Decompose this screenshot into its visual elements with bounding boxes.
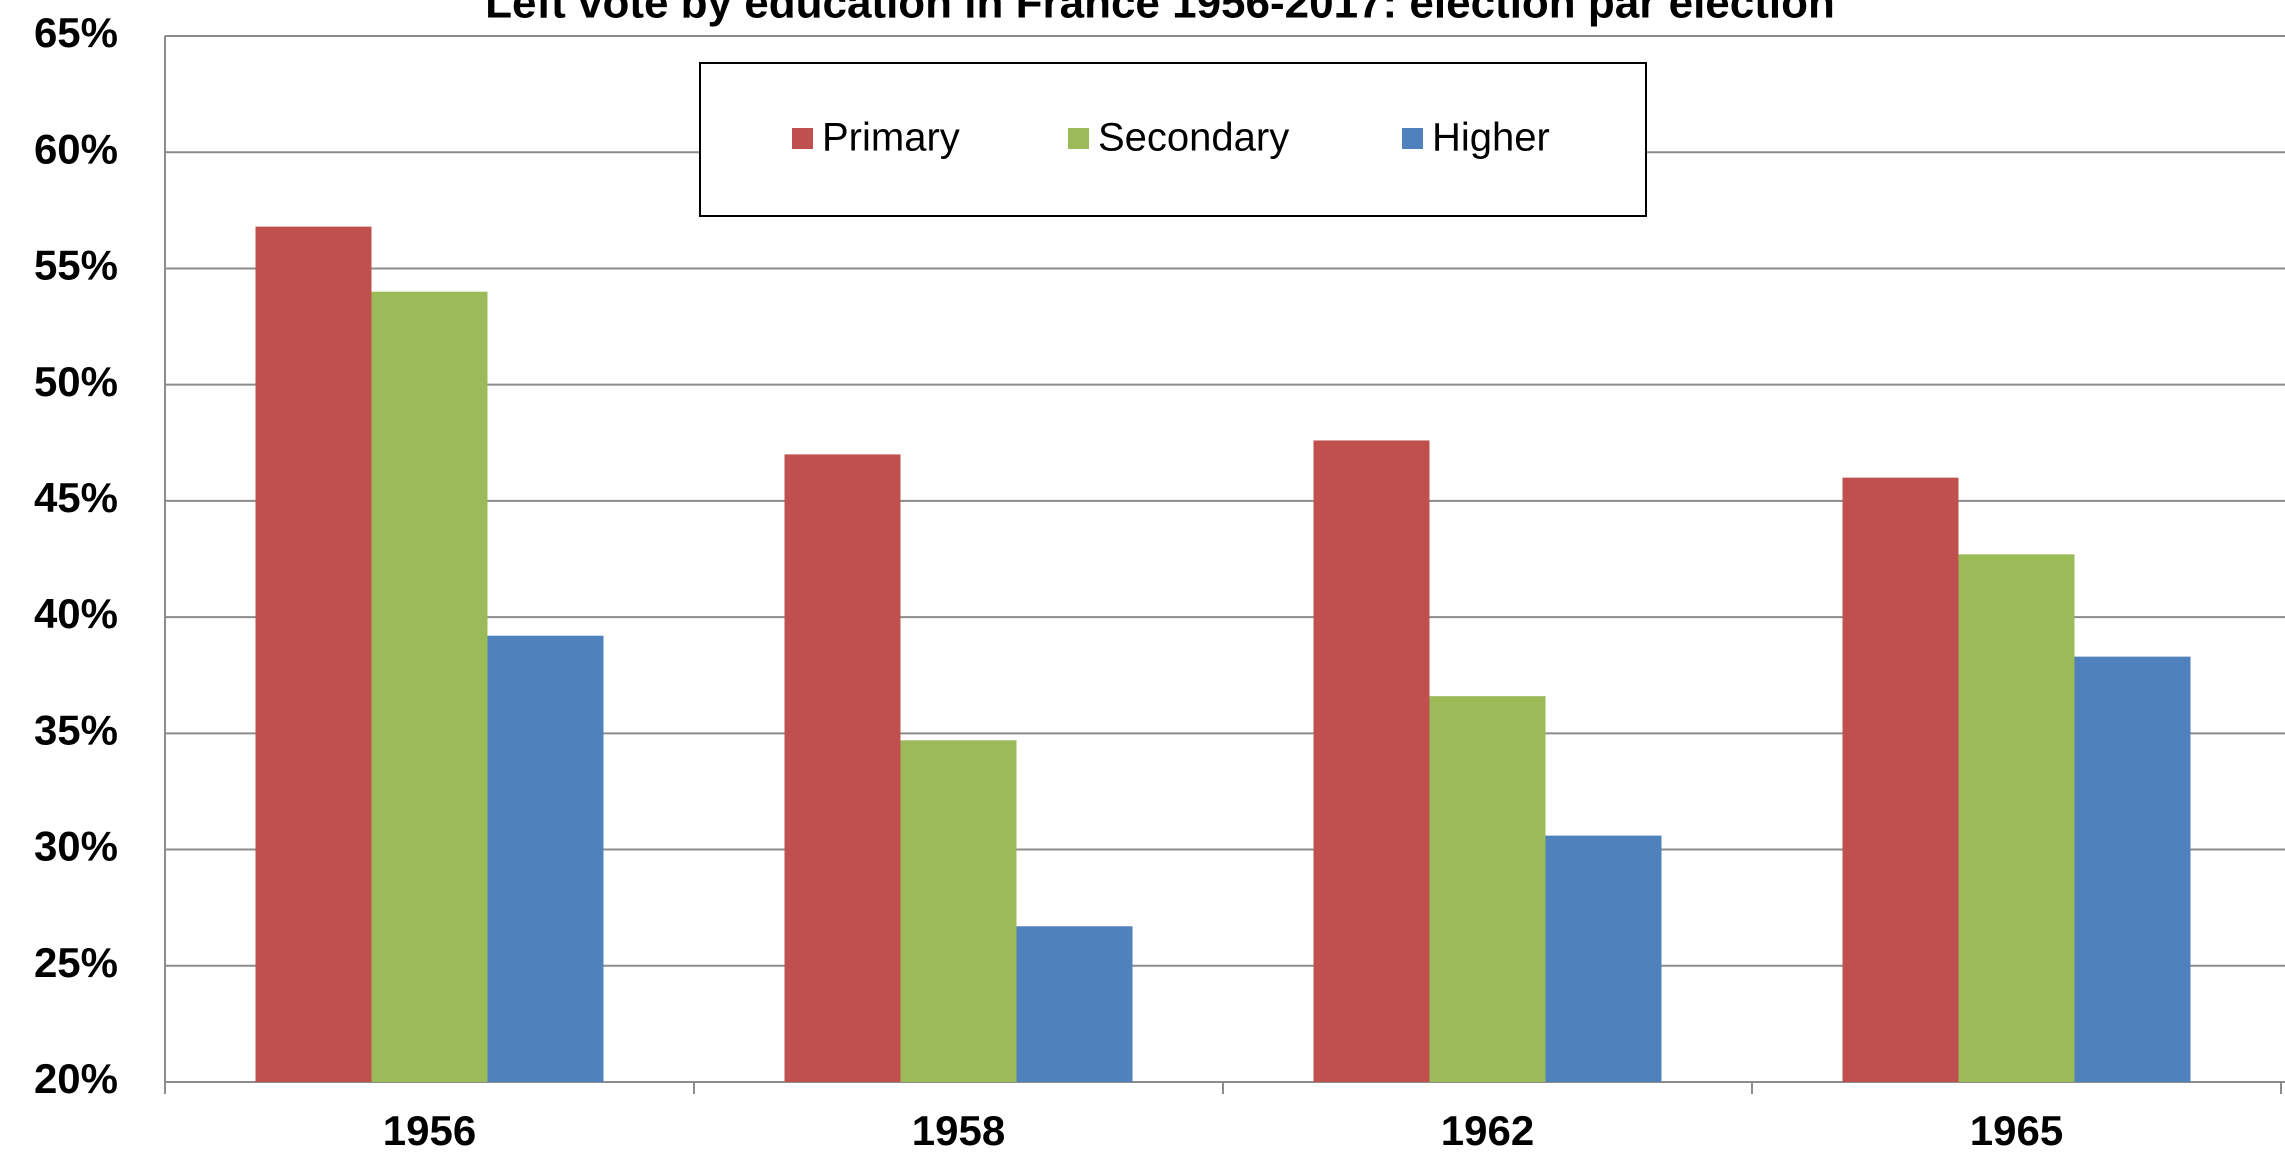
- bar: [1313, 440, 1430, 1082]
- y-tick-label: 40%: [34, 590, 118, 637]
- legend-swatch: [1068, 128, 1089, 149]
- bar: [1545, 835, 1662, 1082]
- bar: [487, 635, 604, 1082]
- legend-label: Higher: [1432, 116, 1550, 160]
- bar: [255, 226, 372, 1083]
- x-tick-label: 1956: [383, 1107, 476, 1154]
- x-tick-label: 1958: [912, 1107, 1005, 1154]
- bar: [784, 454, 901, 1082]
- bar: [1842, 477, 1959, 1083]
- y-tick-label: 55%: [34, 242, 118, 289]
- y-tick-label: 20%: [34, 1055, 118, 1102]
- bar: [371, 291, 488, 1082]
- bar: [1016, 926, 1133, 1082]
- bar: [1429, 696, 1546, 1082]
- y-tick-label: 30%: [34, 823, 118, 870]
- legend-box: [699, 62, 1647, 217]
- legend-label: Secondary: [1098, 116, 1289, 160]
- chart-title: Left vote by education in France 1956-20…: [485, 0, 1835, 28]
- x-tick-label: 1965: [1970, 1107, 2063, 1154]
- y-tick-label: 65%: [34, 9, 118, 56]
- y-tick-label: 35%: [34, 706, 118, 753]
- bar: [1958, 554, 2075, 1082]
- y-tick-label: 50%: [34, 358, 118, 405]
- bar: [2074, 656, 2191, 1082]
- x-tick-label: 1962: [1441, 1107, 1534, 1154]
- y-tick-label: 25%: [34, 939, 118, 986]
- legend-label: Primary: [822, 116, 960, 160]
- y-tick-label: 60%: [34, 125, 118, 172]
- legend-swatch: [1402, 128, 1423, 149]
- legend-swatch: [792, 128, 813, 149]
- y-tick-label: 45%: [34, 474, 118, 521]
- bar: [900, 740, 1017, 1082]
